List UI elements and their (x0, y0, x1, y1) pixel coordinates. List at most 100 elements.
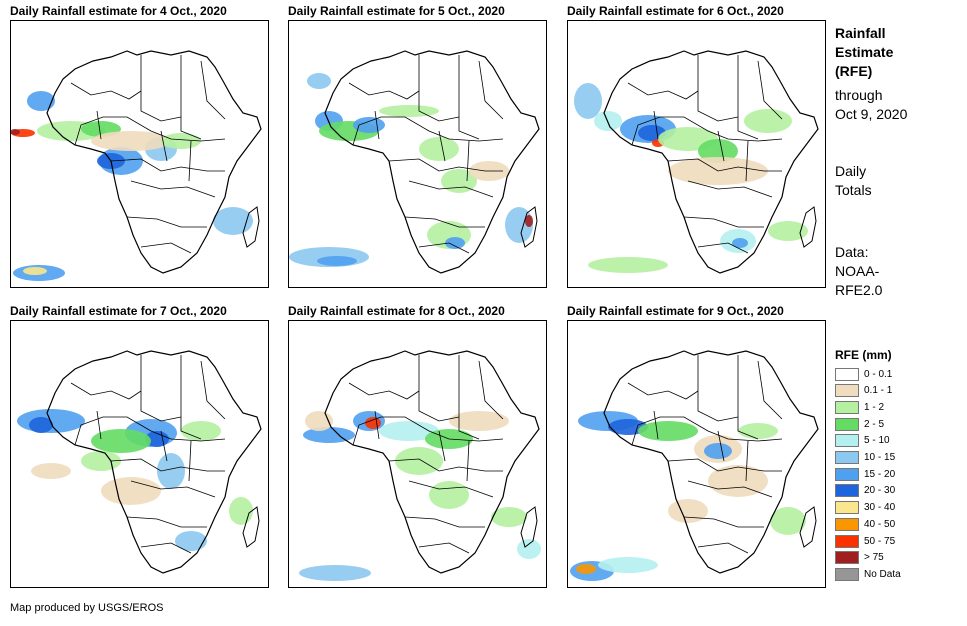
map-oct8 (288, 320, 547, 588)
country-border (478, 360, 504, 420)
country-border (70, 82, 142, 100)
africa-coastline (46, 50, 262, 274)
country-border (404, 516, 485, 528)
rainfall-area (588, 257, 668, 273)
sidebar-data-line: RFE2.0 (835, 282, 883, 298)
legend-item: 10 - 15 (835, 450, 895, 466)
rainfall-area (91, 131, 171, 151)
country-border (458, 55, 480, 140)
rainfall-area (11, 129, 20, 135)
rainfall-area (768, 221, 808, 241)
rainfall-map (17, 350, 262, 574)
legend-swatch (835, 451, 859, 464)
sidebar-title-line: Estimate (835, 44, 894, 60)
legend-swatch (835, 567, 859, 581)
rainfall-area (738, 423, 778, 439)
legend-item: 30 - 40 (835, 500, 895, 516)
country-border (70, 382, 142, 400)
country-border (96, 110, 102, 140)
legend-swatch (835, 400, 859, 414)
map-oct7 (10, 320, 269, 588)
country-border (418, 242, 470, 254)
rainfall-area (744, 109, 792, 133)
country-border (200, 60, 226, 120)
country-border (110, 458, 225, 472)
sidebar-through-line: Oct 9, 2020 (835, 106, 908, 122)
rainfall-area (181, 421, 221, 441)
legend-item: No Data (835, 566, 901, 582)
country-border (687, 480, 773, 498)
rainfall-area (698, 139, 738, 163)
rainfall-area (23, 267, 47, 275)
country-border (348, 382, 420, 400)
panel-title-oct5: Daily Rainfall estimate for 5 Oct., 2020 (288, 4, 505, 18)
legend-swatch (835, 384, 859, 398)
country-border (418, 542, 470, 554)
country-border (388, 458, 503, 472)
panel-title-oct4: Daily Rainfall estimate for 4 Oct., 2020 (10, 4, 227, 18)
legend-swatch (835, 551, 859, 565)
country-border (352, 416, 504, 446)
rainfall-area (574, 83, 602, 119)
country-border (126, 216, 207, 228)
madagascar-outline (799, 206, 817, 248)
country-border (717, 430, 725, 462)
country-border (627, 82, 699, 100)
sidebar-totals-line: Daily (835, 163, 867, 179)
country-border (74, 116, 226, 146)
africa-coastline (324, 50, 540, 274)
legend-item: 20 - 30 (835, 483, 895, 499)
country-border (667, 158, 782, 172)
rainfall-area (576, 564, 596, 574)
sidebar-data-source: Data: NOAA- RFE2.0 (835, 243, 955, 300)
legend-item: 0 - 0.1 (835, 366, 892, 382)
rainfall-area (353, 117, 385, 133)
country-border (408, 180, 494, 198)
rainfall-area (175, 531, 207, 551)
panel-title-oct7: Daily Rainfall estimate for 7 Oct., 2020 (10, 304, 227, 318)
madagascar-outline (242, 206, 260, 248)
rainfall-area (379, 105, 439, 117)
africa-coastline (46, 350, 262, 574)
country-border (418, 55, 460, 122)
map-oct5 (288, 20, 547, 288)
country-border (438, 430, 446, 462)
legend-item: 5 - 10 (835, 433, 890, 449)
country-border (697, 242, 749, 254)
country-border (188, 140, 192, 182)
rainfall-area (317, 256, 357, 266)
sidebar-data-line: NOAA- (835, 263, 880, 279)
rainfall-map (11, 50, 262, 281)
panel-title-oct9: Daily Rainfall estimate for 9 Oct., 2020 (567, 304, 784, 318)
country-border (466, 440, 470, 482)
rainfall-area (157, 453, 185, 489)
legend-swatch (835, 517, 859, 531)
rainfall-area (429, 481, 469, 509)
country-border (348, 82, 420, 100)
country-border (188, 440, 192, 482)
country-border (478, 60, 504, 120)
panel-title-oct8: Daily Rainfall estimate for 8 Oct., 2020 (288, 304, 505, 318)
rainfall-area (27, 91, 55, 111)
country-border (653, 110, 659, 140)
sidebar-title-line: (RFE) (835, 63, 873, 79)
legend-label: 2 - 5 (864, 418, 885, 430)
legend-item: 1 - 2 (835, 399, 884, 415)
legend-label: 1 - 2 (864, 401, 885, 413)
country-border (404, 216, 485, 228)
country-border (627, 382, 699, 400)
legend-swatch (835, 501, 859, 515)
legend-swatch (835, 534, 859, 548)
country-border (683, 516, 764, 528)
country-border (683, 216, 764, 228)
legend-label: 0 - 0.1 (864, 368, 893, 380)
madagascar-outline (799, 506, 817, 548)
country-border (352, 116, 504, 146)
country-border (737, 55, 759, 140)
rainfall-area (419, 137, 459, 161)
country-border (180, 55, 202, 140)
africa-coastline (324, 350, 540, 574)
rainfall-area (379, 421, 439, 441)
africa-coastline (603, 50, 819, 274)
country-border (388, 158, 503, 172)
